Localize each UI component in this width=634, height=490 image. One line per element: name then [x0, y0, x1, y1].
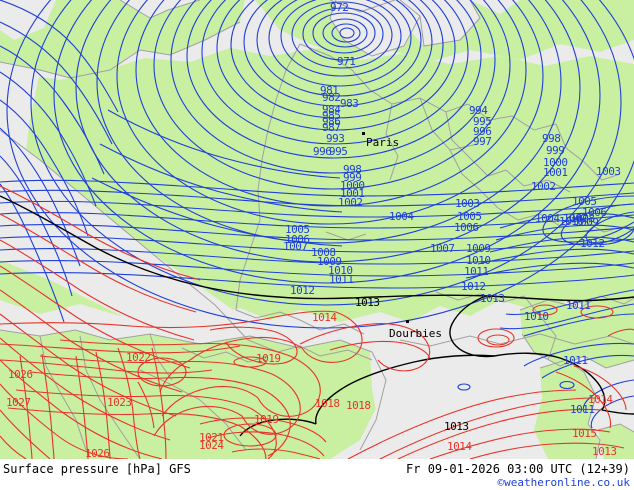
city-label-paris: Paris — [366, 136, 400, 149]
footer-title: Surface pressure [hPa] GFS — [3, 462, 191, 476]
footer-bar: Surface pressure [hPa] GFS Fr 09-01-2026… — [0, 459, 634, 490]
map-canvas[interactable]: Paris Dourbies 972 971 981 982 983 984 985 986 9… — [0, 0, 634, 459]
borders-layer — [0, 0, 634, 459]
isobars-low-layer — [0, 0, 634, 429]
map-svg — [0, 0, 634, 459]
footer-valid-time: Fr 09-01-2026 03:00 UTC (12+39) — [406, 462, 630, 476]
city-dot — [406, 320, 409, 323]
footer-copyright[interactable]: ©weatheronline.co.uk — [497, 476, 630, 489]
city-label-dourbies: Dourbies — [389, 327, 442, 340]
city-dot — [362, 132, 365, 135]
isobars-high-layer — [0, 185, 634, 459]
